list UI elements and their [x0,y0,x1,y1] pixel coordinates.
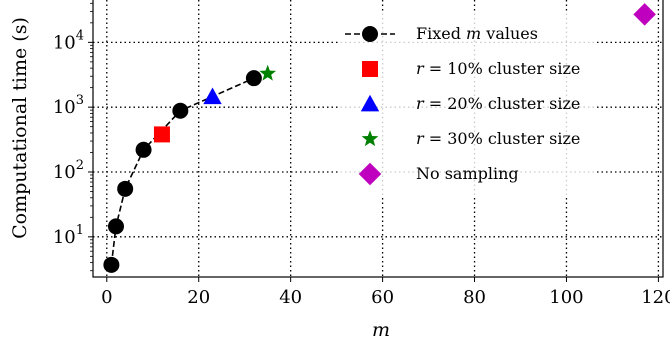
series-3 [259,64,277,81]
series-4 [633,3,656,26]
x-tick-label-0: 0 [101,287,112,308]
legend-marker-1 [362,61,378,77]
legend-label-0: Fixed m values [416,24,538,43]
legend-marker-2 [360,94,380,112]
series-layer [103,3,656,273]
y-tick-label-3: 104 [53,28,84,53]
ticks: 0 20 40 60 80 100 120 101 102 103 104 [53,2,670,308]
data-point-0-4 [172,102,189,119]
series-0 [103,70,262,273]
data-point-0-1 [107,218,124,235]
x-tick-label-2: 40 [279,287,302,308]
legend-marker-4 [358,162,382,186]
legend-marker-0 [362,26,378,42]
data-point-0-0 [103,256,120,273]
series-1 [153,126,170,143]
legend-label-1: r = 10% cluster size [416,59,580,78]
data-point-4-0 [633,3,656,26]
legend-label-3: r = 30% cluster size [416,129,580,148]
data-point-0-3 [135,141,152,158]
x-axis-label: m [372,319,390,341]
legend-label-4: No sampling [416,164,519,183]
data-point-3-0 [259,64,277,81]
x-tick-label-5: 100 [549,287,583,308]
series-2 [203,87,222,105]
x-tick-label-4: 80 [463,287,486,308]
plot-frame [92,0,664,278]
data-point-0-5 [245,70,262,87]
legend-box [338,13,594,195]
x-tick-label-1: 20 [187,287,210,308]
data-point-0-2 [117,180,134,197]
legend-marker-3 [361,130,379,147]
legend-label-2: r = 20% cluster size [416,94,580,113]
legend: Fixed m values r = 10% cluster size r = 20… [338,13,594,195]
x-tick-label-3: 60 [371,287,394,308]
y-axis-label: Computational time (s) [9,17,31,239]
data-point-2-0 [203,87,222,105]
y-tick-label-1: 102 [53,158,84,183]
data-point-1-0 [153,126,170,143]
x-tick-label-6: 120 [641,287,670,308]
y-tick-label-0: 101 [53,223,84,248]
y-tick-label-2: 103 [53,93,84,118]
